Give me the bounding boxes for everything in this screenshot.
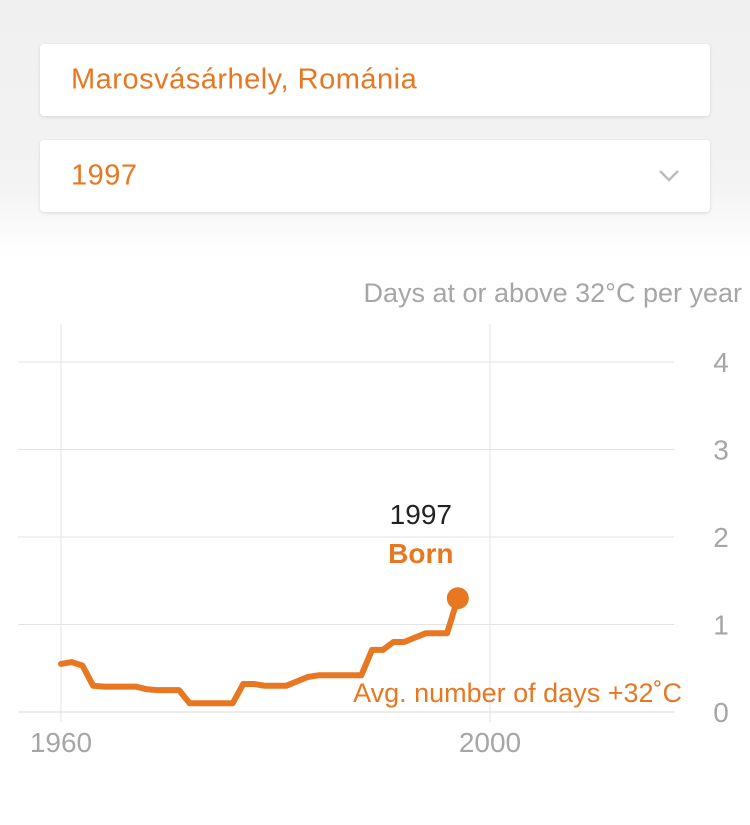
- chevron-down-icon: [659, 170, 679, 182]
- year-select[interactable]: 1997: [40, 140, 710, 212]
- y-tick-label: 4: [713, 347, 729, 378]
- location-search-input[interactable]: Marosvásárhely, Románia: [40, 44, 710, 116]
- y-tick-label: 1: [713, 610, 729, 641]
- y-tick-label: 3: [713, 435, 729, 466]
- year-value: 1997: [71, 159, 138, 192]
- controls-panel: Marosvásárhely, Románia 1997: [0, 0, 750, 260]
- x-tick-label: 1960: [30, 727, 92, 758]
- y-tick-label: 0: [713, 697, 729, 728]
- y-tick-label: 2: [713, 522, 729, 553]
- series-line: [58, 595, 461, 707]
- born-label: Born: [388, 538, 453, 569]
- x-tick-label: 2000: [459, 727, 521, 758]
- born-year-label: 1997: [390, 499, 452, 530]
- location-value: Marosvásárhely, Románia: [71, 63, 418, 96]
- chart-title: Days at or above 32°C per year: [363, 278, 743, 308]
- series-label: Avg. number of days +32˚C: [353, 678, 682, 708]
- born-year-point: [446, 587, 469, 610]
